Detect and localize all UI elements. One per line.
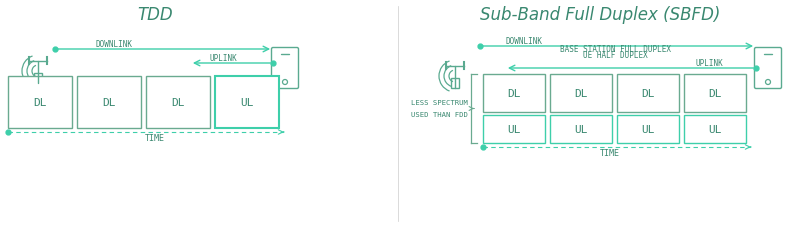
Text: UE HALF DUPLEX: UE HALF DUPLEX [582,51,647,60]
Bar [8,77,72,128]
Text: TIME: TIME [145,134,165,142]
Bar [550,116,612,143]
Text: LESS SPECTRUM: LESS SPECTRUM [411,100,468,106]
Text: DL: DL [708,89,722,99]
Text: UL: UL [708,125,722,134]
Text: UPLINK: UPLINK [210,54,238,63]
Bar [215,77,279,128]
Text: UL: UL [574,125,588,134]
Text: DL: DL [34,97,46,108]
Text: DOWNLINK: DOWNLINK [505,37,542,46]
Bar [617,75,679,112]
Text: UL: UL [507,125,521,134]
Bar [34,74,42,84]
Bar [146,77,210,128]
Text: UL: UL [642,125,654,134]
Text: BASE STATION FULL DUPLEX: BASE STATION FULL DUPLEX [559,45,670,54]
Text: DL: DL [642,89,654,99]
Text: TDD: TDD [137,6,173,24]
Bar [617,116,679,143]
Bar [451,79,459,89]
Bar [684,75,746,112]
Bar [77,77,141,128]
Text: USED THAN FDD: USED THAN FDD [411,112,468,118]
Bar [550,75,612,112]
Text: TIME: TIME [600,148,620,157]
Bar [684,116,746,143]
Text: DL: DL [102,97,116,108]
Text: Sub-Band Full Duplex (SBFD): Sub-Band Full Duplex (SBFD) [480,6,720,24]
Text: DL: DL [507,89,521,99]
Text: DOWNLINK: DOWNLINK [95,40,132,49]
Text: UPLINK: UPLINK [695,59,722,68]
Text: DL: DL [171,97,185,108]
Bar [483,75,545,112]
Text: DL: DL [574,89,588,99]
Bar [483,116,545,143]
Text: UL: UL [240,97,254,108]
